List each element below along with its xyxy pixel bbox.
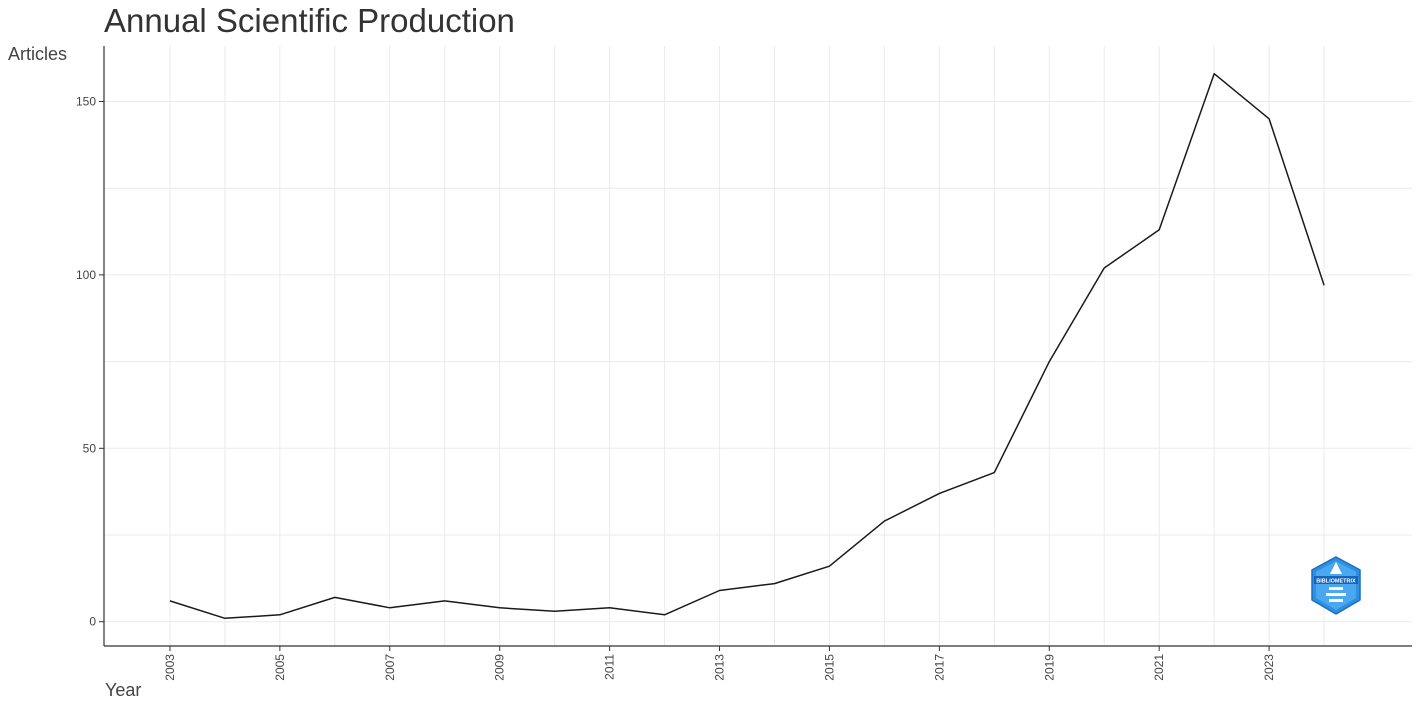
x-tick-label: 2019 bbox=[1042, 654, 1056, 681]
chart-title: Annual Scientific Production bbox=[104, 2, 515, 39]
x-tick-label: 2023 bbox=[1262, 654, 1276, 681]
x-tick-label: 2007 bbox=[383, 654, 397, 681]
series-layer bbox=[169, 72, 1325, 620]
x-tick-label: 2013 bbox=[713, 654, 727, 681]
x-tick-label: 2015 bbox=[822, 654, 836, 681]
bibliometrix-logo-icon: BIBLIOMETRIX bbox=[1311, 556, 1361, 615]
x-axis-label: Year bbox=[105, 680, 142, 700]
logo-text: BIBLIOMETRIX bbox=[1316, 579, 1356, 585]
axes bbox=[99, 46, 1412, 651]
x-tick-label: 2005 bbox=[273, 654, 287, 681]
x-tick-label: 2011 bbox=[603, 654, 617, 680]
grid-lines bbox=[104, 46, 1412, 646]
y-axis-label: Articles bbox=[8, 44, 68, 64]
series-line bbox=[169, 72, 1325, 620]
x-tick-label: 2003 bbox=[163, 654, 177, 681]
x-tick-label: 2009 bbox=[493, 654, 507, 681]
y-tick-label: 100 bbox=[76, 268, 96, 282]
y-tick-label: 50 bbox=[83, 441, 97, 455]
y-tick-label: 0 bbox=[89, 615, 96, 629]
x-tick-label: 2017 bbox=[932, 654, 946, 681]
y-tick-label: 150 bbox=[76, 94, 96, 108]
x-tick-label: 2021 bbox=[1152, 654, 1166, 681]
tick-labels: 0 50 100 150 2003 2005 2007 2009 2011 2013 2015 201… bbox=[76, 94, 1276, 680]
